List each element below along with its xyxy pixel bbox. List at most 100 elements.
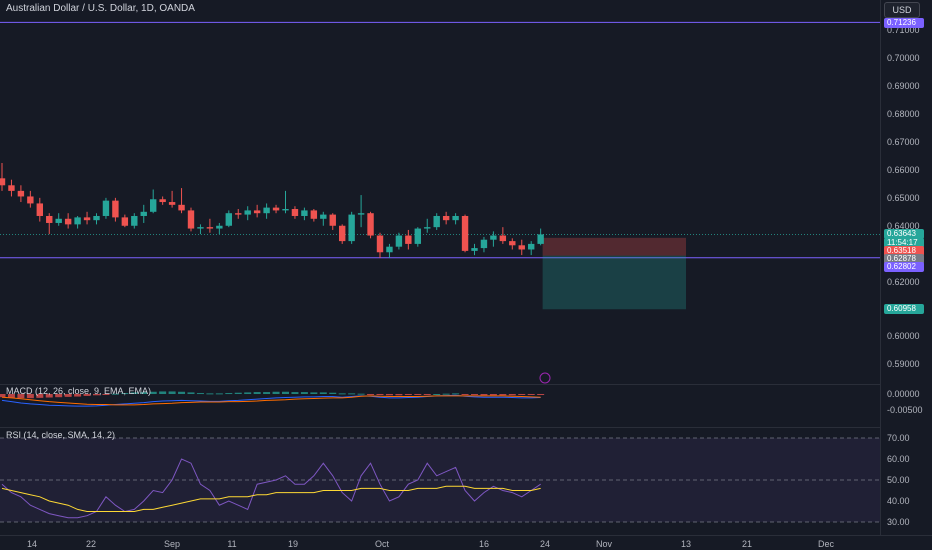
time-tick: Nov <box>595 539 613 549</box>
bar-countdown-badge: 11:54:17 <box>884 238 924 248</box>
price-tick: 0.66000 <box>887 165 920 175</box>
price-tick: 0.65000 <box>887 193 920 203</box>
macd-histogram-bar <box>367 394 375 395</box>
candle-body <box>442 215 450 221</box>
price-tick: 0.70000 <box>887 53 920 63</box>
macd-histogram-bar <box>518 394 526 395</box>
time-tick: 16 <box>478 539 490 549</box>
macd-histogram-bar <box>244 392 252 394</box>
candle-body <box>121 217 129 226</box>
macd-histogram-bar <box>338 393 346 395</box>
entry-level-badge: 0.62878 <box>884 254 924 264</box>
candle-body <box>433 215 440 228</box>
position-risk-zone <box>542 237 686 256</box>
macd-histogram-bar <box>93 394 100 396</box>
macd-histogram-bar <box>300 392 308 394</box>
candle-body <box>206 227 214 229</box>
macd-histogram-bar <box>376 394 384 395</box>
macd-title[interactable]: MACD (12, 26, close, 9, EMA, EMA) <box>6 386 152 396</box>
currency-button[interactable]: USD <box>884 2 920 18</box>
candle-body <box>168 202 176 205</box>
candle-body <box>197 227 204 229</box>
candle-body <box>395 235 403 247</box>
candle-body <box>348 214 355 242</box>
candle-body <box>178 204 185 211</box>
candle-body <box>386 246 393 253</box>
candle-body <box>405 235 412 244</box>
rsi-band <box>0 438 880 522</box>
macd-histogram-bar <box>64 394 72 397</box>
macd-histogram-bar <box>196 393 204 395</box>
macd-tick: 0.00000 <box>887 389 920 399</box>
event-marker-icon <box>539 372 551 384</box>
price-tick: 0.71000 <box>887 25 920 35</box>
candle-body <box>376 235 384 253</box>
time-tick: 24 <box>539 539 551 549</box>
time-tick: 22 <box>85 539 97 549</box>
time-tick: 11 <box>227 539 237 549</box>
macd-histogram-bar <box>140 392 148 394</box>
candle-body <box>253 210 261 214</box>
macd-histogram-bar <box>17 394 25 399</box>
candle-body <box>537 234 544 244</box>
price-tick: 0.59000 <box>887 359 920 369</box>
time-tick: 14 <box>26 539 38 549</box>
macd-signal-line <box>1 395 541 406</box>
candle-body <box>150 199 157 212</box>
macd-histogram-bar <box>45 394 53 398</box>
price-tick: 0.60000 <box>887 331 920 341</box>
rsi-tick: 60.00 <box>887 454 910 464</box>
macd-histogram-bar <box>442 393 450 395</box>
horizontal-line-price-badge: 0.71236 <box>884 18 924 28</box>
position-reward-zone <box>542 255 686 310</box>
macd-histogram-bar <box>263 392 271 394</box>
macd-histogram-bar <box>121 393 129 395</box>
time-tick: 21 <box>741 539 753 549</box>
rsi-title[interactable]: RSI (14, close, SMA, 14, 2) <box>6 430 116 440</box>
macd-histogram-bar <box>329 392 337 394</box>
price-tick: 0.68000 <box>887 109 920 119</box>
macd-histogram-bar <box>206 393 214 395</box>
candle-body <box>263 207 270 214</box>
candle-body <box>55 218 62 223</box>
candle-body <box>93 215 100 221</box>
pane-divider <box>0 384 880 385</box>
macd-histogram-bar <box>452 393 460 395</box>
price-tick: 0.62000 <box>887 277 920 287</box>
macd-histogram-bar <box>423 394 431 395</box>
last-price-badge: 0.63643 <box>884 229 924 239</box>
macd-histogram-bar <box>215 393 223 395</box>
macd-histogram-bar <box>537 394 545 395</box>
candle-body <box>216 225 223 229</box>
candle-body <box>112 200 119 218</box>
candle-body <box>528 243 535 250</box>
candle-body <box>244 210 251 215</box>
macd-histogram-bar <box>0 394 6 398</box>
rsi-line <box>1 458 541 519</box>
time-tick: Dec <box>817 539 835 549</box>
macd-histogram-bar <box>414 394 422 395</box>
candle-body <box>452 215 459 221</box>
time-tick: Sep <box>163 539 181 549</box>
macd-histogram-bar <box>480 394 488 396</box>
candle-body <box>339 225 346 242</box>
macd-histogram-bar <box>130 392 138 394</box>
candle-body <box>424 227 431 229</box>
candle-body <box>480 239 488 249</box>
rsi-tick: 30.00 <box>887 517 910 527</box>
macd-histogram-bar <box>55 394 63 398</box>
candle-body <box>17 190 25 197</box>
target-level-badge: 0.60958 <box>884 304 924 314</box>
macd-histogram-bar <box>291 392 299 394</box>
macd-histogram-bar <box>319 392 327 394</box>
candle-body <box>367 213 374 236</box>
macd-histogram-bar <box>74 394 82 397</box>
time-tick: Oct <box>374 539 390 549</box>
price-tick: 0.69000 <box>887 81 920 91</box>
candle-body <box>272 207 280 211</box>
price-tick: 0.67000 <box>887 137 920 147</box>
candle-body <box>310 210 318 219</box>
candle-body <box>301 210 308 216</box>
macd-histogram-bar <box>499 394 507 396</box>
